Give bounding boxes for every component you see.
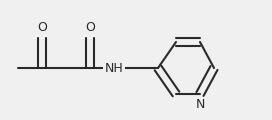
Text: O: O bbox=[37, 21, 47, 34]
Text: O: O bbox=[85, 21, 95, 34]
Text: N: N bbox=[195, 98, 205, 111]
Text: NH: NH bbox=[105, 61, 123, 75]
